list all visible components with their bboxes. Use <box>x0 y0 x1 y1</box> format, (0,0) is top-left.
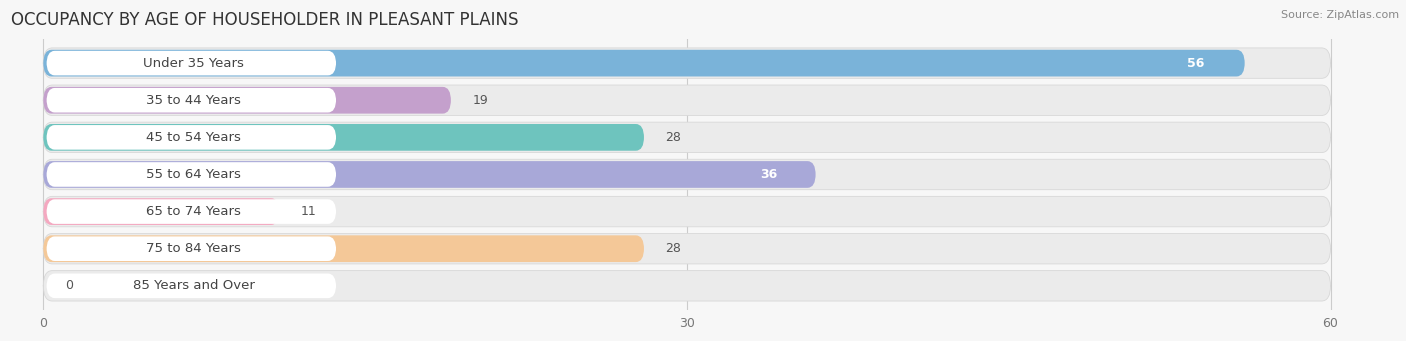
FancyBboxPatch shape <box>44 235 644 262</box>
FancyBboxPatch shape <box>46 236 336 261</box>
Text: OCCUPANCY BY AGE OF HOUSEHOLDER IN PLEASANT PLAINS: OCCUPANCY BY AGE OF HOUSEHOLDER IN PLEAS… <box>11 11 519 29</box>
FancyBboxPatch shape <box>44 161 815 188</box>
FancyBboxPatch shape <box>44 234 1330 264</box>
Text: 75 to 84 Years: 75 to 84 Years <box>146 242 240 255</box>
FancyBboxPatch shape <box>46 88 336 113</box>
FancyBboxPatch shape <box>46 125 336 150</box>
Text: 85 Years and Over: 85 Years and Over <box>132 279 254 292</box>
FancyBboxPatch shape <box>44 85 1330 116</box>
FancyBboxPatch shape <box>44 124 644 151</box>
FancyBboxPatch shape <box>44 271 1330 301</box>
Text: 36: 36 <box>759 168 778 181</box>
Text: 45 to 54 Years: 45 to 54 Years <box>146 131 240 144</box>
Text: Source: ZipAtlas.com: Source: ZipAtlas.com <box>1281 10 1399 20</box>
FancyBboxPatch shape <box>46 273 336 298</box>
FancyBboxPatch shape <box>44 196 1330 227</box>
Text: 11: 11 <box>301 205 316 218</box>
FancyBboxPatch shape <box>1150 53 1240 74</box>
FancyBboxPatch shape <box>44 122 1330 152</box>
Text: Under 35 Years: Under 35 Years <box>143 57 243 70</box>
FancyBboxPatch shape <box>44 198 280 225</box>
FancyBboxPatch shape <box>725 164 811 185</box>
FancyBboxPatch shape <box>46 199 336 224</box>
FancyBboxPatch shape <box>44 159 1330 190</box>
FancyBboxPatch shape <box>44 50 1244 76</box>
Text: 28: 28 <box>665 242 682 255</box>
Text: 56: 56 <box>1187 57 1204 70</box>
Text: 0: 0 <box>65 279 73 292</box>
Text: 19: 19 <box>472 94 488 107</box>
FancyBboxPatch shape <box>46 162 336 187</box>
FancyBboxPatch shape <box>44 87 451 114</box>
FancyBboxPatch shape <box>46 51 336 75</box>
FancyBboxPatch shape <box>44 48 1330 78</box>
Text: 65 to 74 Years: 65 to 74 Years <box>146 205 240 218</box>
Text: 28: 28 <box>665 131 682 144</box>
Text: 35 to 44 Years: 35 to 44 Years <box>146 94 240 107</box>
Text: 55 to 64 Years: 55 to 64 Years <box>146 168 240 181</box>
